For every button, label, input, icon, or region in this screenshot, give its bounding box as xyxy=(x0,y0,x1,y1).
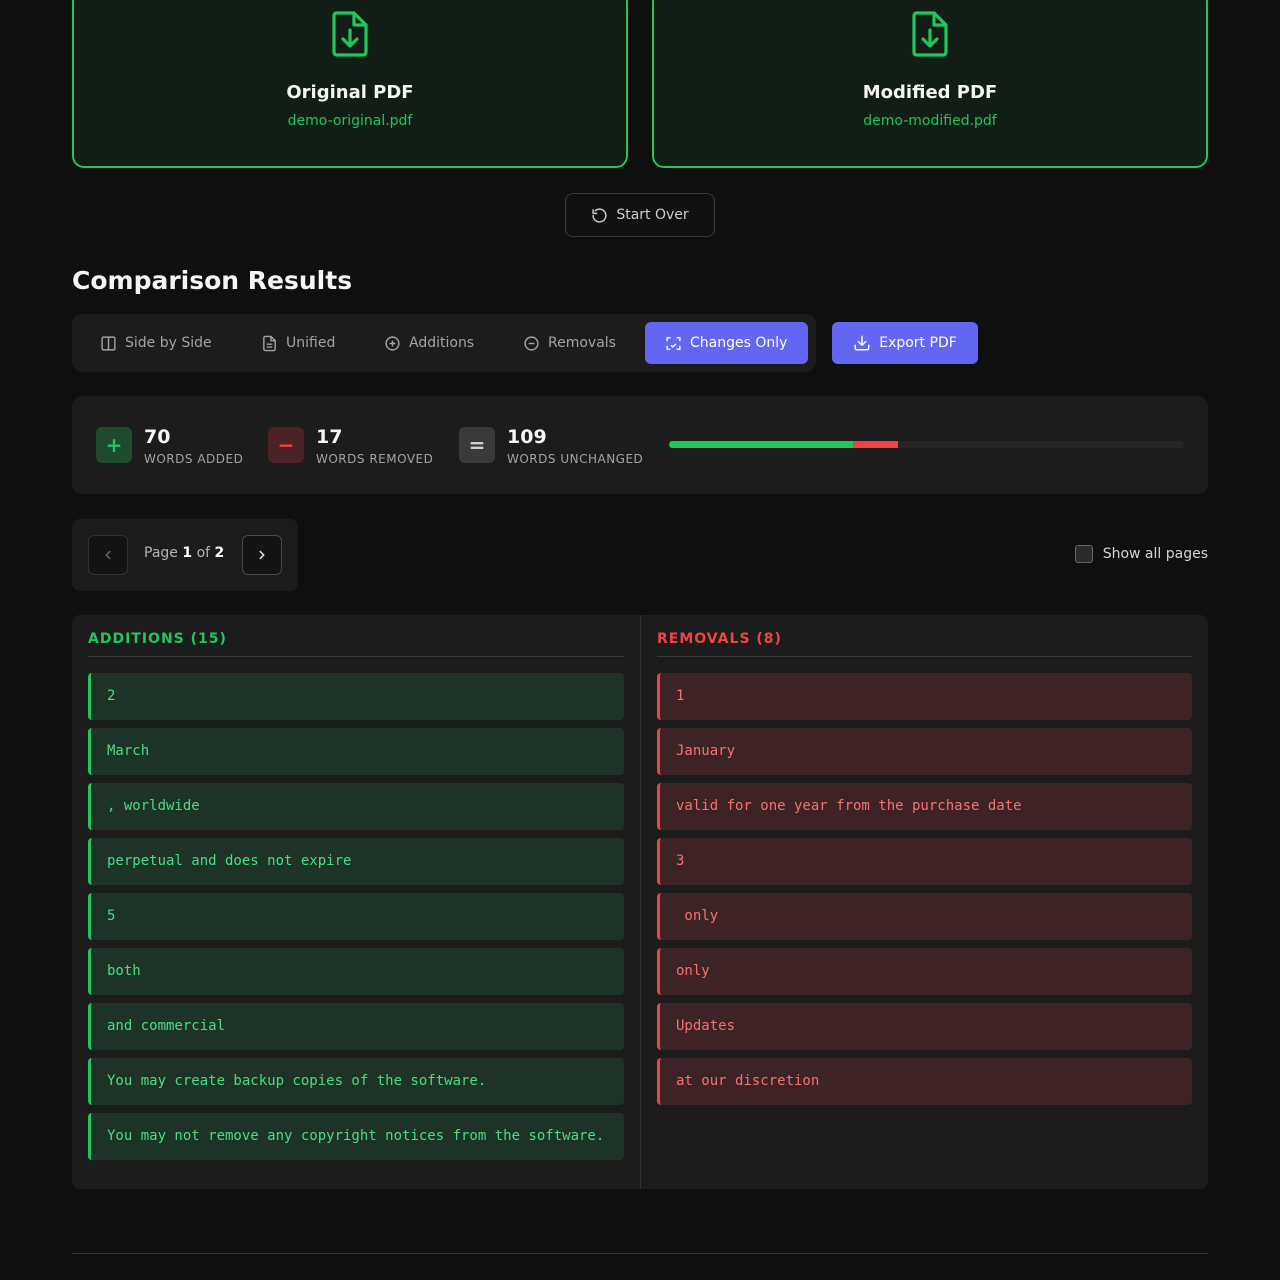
tab-label: Changes Only xyxy=(690,335,788,351)
removal-item: 1 xyxy=(657,673,1192,720)
tab-unified[interactable]: Unified xyxy=(251,322,345,364)
removal-item: only xyxy=(657,893,1192,940)
file-download-icon xyxy=(912,11,948,57)
original-file-name: demo-original.pdf xyxy=(287,113,413,129)
footer-divider xyxy=(72,1253,1208,1254)
stat-words-added: + 70 WORDS ADDED xyxy=(96,426,243,466)
stat-words-unchanged: = 109 WORDS UNCHANGED xyxy=(459,426,643,466)
start-over-button[interactable]: Start Over xyxy=(565,193,715,237)
page-of: of xyxy=(196,545,211,561)
tab-removals[interactable]: Removals xyxy=(513,322,626,364)
modified-file-card[interactable]: Modified PDF demo-modified.pdf xyxy=(652,0,1208,168)
addition-item: 5 xyxy=(88,893,624,940)
tab-label: Unified xyxy=(286,335,336,351)
removal-item: January xyxy=(657,728,1192,775)
reset-icon xyxy=(592,207,607,223)
tab-changes-only[interactable]: Changes Only xyxy=(645,322,808,364)
minus-circle-icon xyxy=(524,335,539,351)
added-segment xyxy=(669,441,853,448)
column-divider xyxy=(640,615,641,1189)
stat-words-removed: − 17 WORDS REMOVED xyxy=(268,426,433,466)
file-download-icon xyxy=(332,11,368,57)
stats-summary: + 70 WORDS ADDED − 17 WORDS REMOVED = 10… xyxy=(72,396,1208,494)
removal-item: valid for one year from the purchase dat… xyxy=(657,783,1192,830)
tab-label: Side by Side xyxy=(125,335,212,351)
original-file-card[interactable]: Original PDF demo-original.pdf xyxy=(72,0,628,168)
total-pages: 2 xyxy=(214,545,225,561)
next-page-button[interactable] xyxy=(242,535,282,575)
plus-icon: + xyxy=(96,427,132,463)
focus-diff-icon xyxy=(666,336,681,350)
show-all-pages-label: Show all pages xyxy=(1102,546,1208,562)
removed-segment xyxy=(852,441,898,448)
addition-item: and commercial xyxy=(88,1003,624,1050)
minus-icon: − xyxy=(268,427,304,463)
removals-list: 1 January valid for one year from the purc… xyxy=(657,673,1192,1105)
tab-additions[interactable]: Additions xyxy=(374,322,484,364)
tab-label: Additions xyxy=(409,335,475,351)
addition-item: March xyxy=(88,728,624,775)
download-icon xyxy=(854,335,870,351)
removal-item: at our discretion xyxy=(657,1058,1192,1105)
equals-icon: = xyxy=(459,427,495,463)
change-ratio-bar xyxy=(669,441,1184,448)
removal-item: only xyxy=(657,948,1192,995)
stat-value: 109 xyxy=(507,426,547,448)
current-page: 1 xyxy=(182,545,193,561)
page-prefix: Page xyxy=(144,545,178,561)
start-over-label: Start Over xyxy=(616,207,689,223)
removal-item: Updates xyxy=(657,1003,1192,1050)
export-pdf-button[interactable]: Export PDF xyxy=(832,322,978,364)
addition-item: You may create backup copies of the soft… xyxy=(88,1058,624,1105)
show-all-pages-checkbox[interactable] xyxy=(1074,545,1093,563)
tab-side-by-side[interactable]: Side by Side xyxy=(90,322,222,364)
plus-circle-icon xyxy=(385,335,400,351)
page-indicator: Page 1 of 2 xyxy=(144,545,224,561)
modified-file-title: Modified PDF xyxy=(862,82,998,103)
modified-file-name: demo-modified.pdf xyxy=(863,113,997,129)
export-label: Export PDF xyxy=(879,335,957,351)
addition-item: , worldwide xyxy=(88,783,624,830)
original-file-title: Original PDF xyxy=(286,82,414,103)
pagination: Page 1 of 2 xyxy=(72,519,298,591)
previous-page-button[interactable] xyxy=(88,535,128,575)
chevron-left-icon xyxy=(105,550,111,560)
show-all-pages-toggle[interactable]: Show all pages xyxy=(1074,545,1208,563)
addition-item: You may not remove any copyright notices… xyxy=(88,1113,624,1160)
stat-value: 17 xyxy=(316,426,343,448)
chevron-right-icon xyxy=(259,550,265,560)
changes-panel: ADDITIONS (15) 2 March , worldwide perpetua… xyxy=(72,615,1208,1189)
additions-column: ADDITIONS (15) 2 March , worldwide perpetua… xyxy=(88,615,624,1189)
removals-column: REMOVALS (8) 1 January valid for one year … xyxy=(657,615,1192,1189)
page-title: Comparison Results xyxy=(72,266,353,295)
removals-heading: REMOVALS (8) xyxy=(657,631,1192,657)
stat-value: 70 xyxy=(144,426,171,448)
columns-icon xyxy=(101,335,116,351)
removal-item: 3 xyxy=(657,838,1192,885)
addition-item: 2 xyxy=(88,673,624,720)
stat-label: WORDS ADDED xyxy=(144,452,244,466)
additions-list: 2 March , worldwide perpetual and does not … xyxy=(88,673,624,1160)
stat-label: WORDS REMOVED xyxy=(316,452,434,466)
stat-label: WORDS UNCHANGED xyxy=(507,452,644,466)
addition-item: perpetual and does not expire xyxy=(88,838,624,885)
additions-heading: ADDITIONS (15) xyxy=(88,631,624,657)
document-icon xyxy=(263,335,276,351)
addition-item: both xyxy=(88,948,624,995)
tab-label: Removals xyxy=(548,335,616,351)
view-mode-tabs: Side by Side Unified Additions Removals … xyxy=(72,314,816,372)
